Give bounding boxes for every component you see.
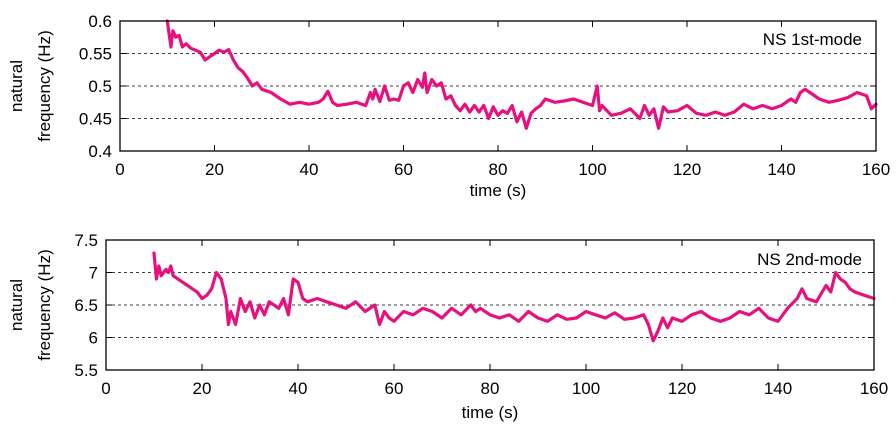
x-tick-label: 0 — [115, 160, 124, 179]
x-tick-label: 160 — [862, 160, 890, 179]
x-tick-label: 20 — [205, 160, 224, 179]
x-tick-label: 0 — [101, 379, 110, 398]
x-tick-label: 120 — [673, 160, 701, 179]
y-tick-label: 0.5 — [88, 77, 112, 96]
x-tick-label: 120 — [668, 379, 696, 398]
y-tick-label: 5.5 — [74, 361, 98, 380]
x-tick-label: 100 — [578, 160, 606, 179]
x-tick-label: 140 — [767, 160, 795, 179]
y-axis-label: frequency (Hz) — [35, 30, 54, 141]
y-tick-label: 0.6 — [88, 12, 112, 31]
series-line — [165, 19, 878, 130]
y-axis-label: natural — [7, 279, 26, 331]
x-tick-label: 100 — [572, 379, 600, 398]
y-tick-label: 7.5 — [74, 231, 98, 250]
x-tick-label: 40 — [289, 379, 308, 398]
x-tick-label: 20 — [193, 379, 212, 398]
x-tick-label: 80 — [481, 379, 500, 398]
y-axis-label: frequency (Hz) — [35, 249, 54, 360]
x-tick-label: 80 — [489, 160, 508, 179]
x-tick-label: 60 — [394, 160, 413, 179]
y-tick-label: 6 — [89, 329, 98, 348]
x-tick-label: 60 — [385, 379, 404, 398]
series-line — [152, 251, 876, 343]
x-tick-label: 160 — [860, 379, 888, 398]
y-tick-label: 0.45 — [79, 110, 112, 129]
x-axis-label: time (s) — [462, 403, 519, 422]
x-tick-label: 40 — [300, 160, 319, 179]
y-tick-label: 0.4 — [88, 142, 112, 161]
x-axis-label: time (s) — [470, 181, 527, 200]
y-tick-label: 6.5 — [74, 296, 98, 315]
y-tick-label: 7 — [89, 264, 98, 283]
y-axis-label: natural — [7, 60, 26, 112]
x-tick-label: 140 — [764, 379, 792, 398]
legend-label: NS 1st-mode — [763, 30, 862, 49]
chart-panel-2nd-mode: 0 20 40 60 80 100 120 140 160 5.5 6 6.5 7 7.5 time (s)… — [7, 231, 888, 422]
y-tick-label: 0.55 — [79, 45, 112, 64]
legend-label: NS 2nd-mode — [757, 250, 862, 269]
chart-panel-1st-mode: 0 20 40 60 80 100 120 140 160 0.4 0.45 0.5 0.55 0.6 ti… — [7, 12, 890, 200]
